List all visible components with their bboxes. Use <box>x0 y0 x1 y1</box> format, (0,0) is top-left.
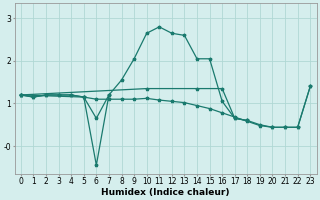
X-axis label: Humidex (Indice chaleur): Humidex (Indice chaleur) <box>101 188 230 197</box>
